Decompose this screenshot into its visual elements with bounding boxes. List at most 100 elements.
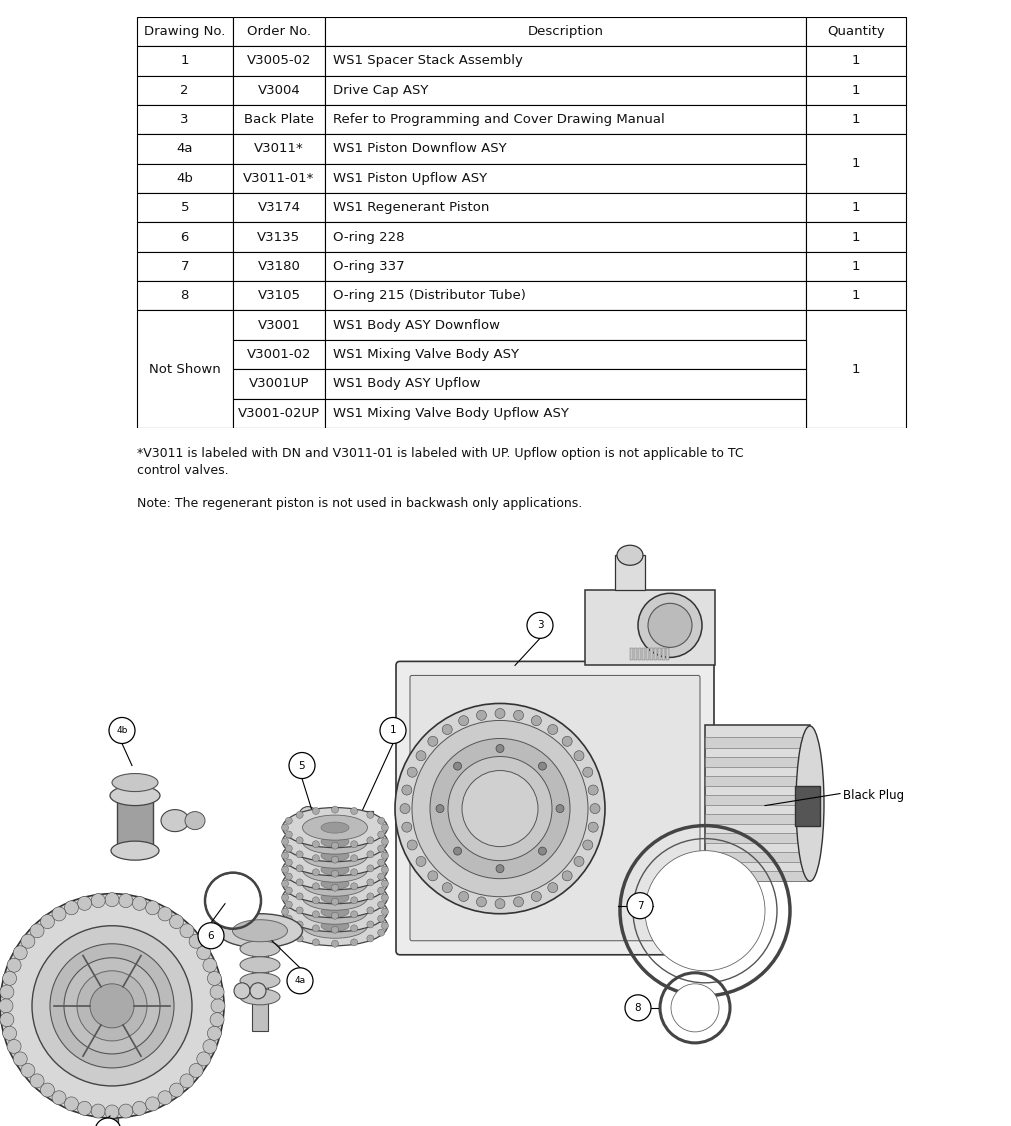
- Circle shape: [350, 939, 357, 946]
- Circle shape: [210, 1012, 223, 1027]
- Circle shape: [296, 851, 303, 858]
- Circle shape: [281, 894, 288, 901]
- Text: V3180: V3180: [257, 260, 300, 272]
- Text: *V3011 is labeled with DN and V3011-01 is labeled with UP. Upflow option is not : *V3011 is labeled with DN and V3011-01 i…: [136, 447, 742, 477]
- Bar: [233, 75, 325, 105]
- Text: WS1 Mixing Valve Body Upflow ASY: WS1 Mixing Valve Body Upflow ASY: [333, 406, 568, 420]
- Bar: [233, 17, 325, 46]
- Text: O-ring 228: O-ring 228: [333, 231, 404, 243]
- FancyBboxPatch shape: [409, 676, 700, 940]
- Text: Drawing No.: Drawing No.: [144, 25, 225, 38]
- Text: Back Plate: Back Plate: [244, 113, 313, 126]
- Circle shape: [627, 893, 652, 919]
- Ellipse shape: [282, 905, 387, 946]
- Circle shape: [281, 838, 288, 846]
- Circle shape: [296, 854, 303, 860]
- Bar: [233, 134, 325, 163]
- Circle shape: [589, 804, 600, 814]
- Text: WS1 Spacer Stack Assembly: WS1 Spacer Stack Assembly: [333, 54, 523, 68]
- Circle shape: [332, 848, 338, 855]
- Circle shape: [40, 914, 55, 929]
- Circle shape: [436, 805, 444, 813]
- Ellipse shape: [320, 906, 349, 918]
- Bar: [705, 725, 809, 881]
- Circle shape: [285, 873, 292, 881]
- Text: Quantity: Quantity: [826, 25, 884, 38]
- Circle shape: [207, 1026, 221, 1040]
- Circle shape: [350, 869, 357, 876]
- Bar: [368, 813, 372, 819]
- Circle shape: [367, 867, 373, 875]
- Bar: [705, 870, 809, 881]
- Circle shape: [285, 874, 292, 881]
- Circle shape: [0, 985, 14, 999]
- Circle shape: [350, 864, 357, 870]
- Ellipse shape: [240, 940, 280, 957]
- Circle shape: [296, 812, 303, 819]
- Bar: [649, 649, 652, 660]
- Circle shape: [332, 891, 338, 897]
- Circle shape: [416, 857, 426, 866]
- Bar: [233, 193, 325, 223]
- Circle shape: [312, 896, 319, 904]
- Circle shape: [21, 935, 34, 948]
- Circle shape: [377, 831, 384, 838]
- Text: O-ring 215 (Distributor Tube): O-ring 215 (Distributor Tube): [333, 289, 526, 302]
- Circle shape: [377, 887, 384, 894]
- Bar: [136, 311, 233, 428]
- Circle shape: [296, 825, 303, 832]
- Circle shape: [428, 870, 438, 881]
- Circle shape: [350, 905, 357, 912]
- Circle shape: [495, 744, 503, 752]
- Circle shape: [448, 757, 551, 860]
- Circle shape: [547, 724, 557, 734]
- Circle shape: [281, 909, 288, 915]
- Circle shape: [210, 999, 224, 1013]
- Circle shape: [582, 767, 592, 777]
- Circle shape: [332, 912, 338, 919]
- Circle shape: [367, 895, 373, 902]
- Text: V3135: V3135: [257, 231, 300, 243]
- Bar: [233, 399, 325, 428]
- Bar: [325, 282, 805, 311]
- Circle shape: [381, 881, 388, 887]
- Circle shape: [332, 834, 338, 841]
- Circle shape: [296, 867, 303, 875]
- Circle shape: [52, 906, 66, 921]
- Bar: [136, 75, 233, 105]
- Circle shape: [367, 825, 373, 832]
- Circle shape: [285, 831, 292, 838]
- Text: 1: 1: [850, 289, 859, 302]
- Bar: [805, 223, 905, 252]
- Circle shape: [350, 807, 357, 814]
- Circle shape: [52, 1091, 66, 1105]
- Circle shape: [13, 1052, 27, 1066]
- Circle shape: [285, 901, 292, 908]
- Circle shape: [332, 927, 338, 933]
- Circle shape: [7, 958, 21, 972]
- Circle shape: [312, 877, 319, 885]
- Circle shape: [312, 841, 319, 848]
- Circle shape: [90, 984, 133, 1028]
- Bar: [307, 811, 373, 821]
- Bar: [233, 311, 325, 340]
- Circle shape: [367, 879, 373, 886]
- Circle shape: [350, 924, 357, 932]
- Bar: [805, 282, 905, 311]
- Text: 4b: 4b: [116, 726, 127, 735]
- Circle shape: [296, 837, 303, 843]
- Ellipse shape: [302, 900, 367, 924]
- Circle shape: [350, 892, 357, 899]
- Circle shape: [312, 911, 319, 918]
- Circle shape: [132, 896, 147, 910]
- Bar: [705, 757, 809, 767]
- Text: Order No.: Order No.: [247, 25, 310, 38]
- Circle shape: [132, 1101, 147, 1116]
- Circle shape: [406, 767, 417, 777]
- Bar: [795, 786, 819, 825]
- Circle shape: [332, 820, 338, 828]
- Circle shape: [281, 866, 288, 873]
- Ellipse shape: [240, 957, 280, 973]
- Bar: [705, 814, 809, 823]
- Circle shape: [350, 822, 357, 829]
